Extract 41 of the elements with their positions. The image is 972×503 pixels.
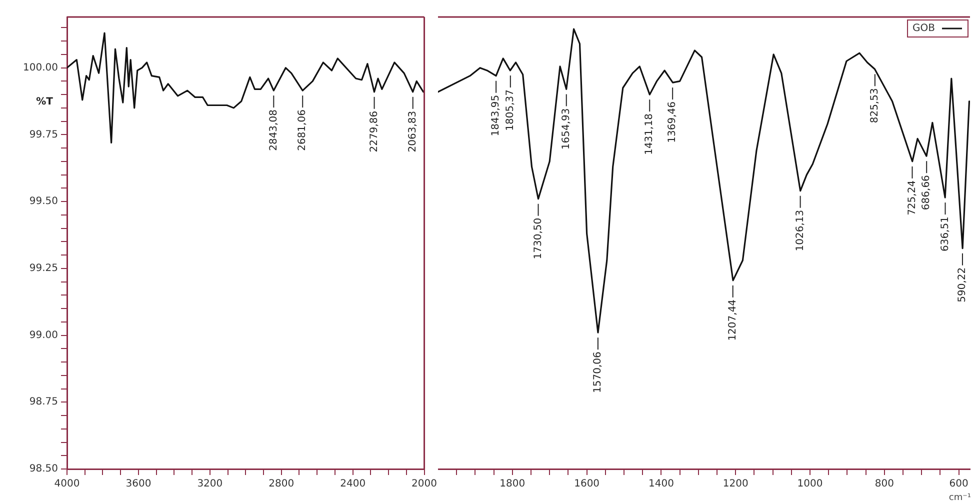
- x-tick-label: 3600: [126, 478, 152, 490]
- annotation: 1369,46: [667, 102, 678, 143]
- annotation: 1805,37: [505, 89, 516, 131]
- y-axis-title: %T: [36, 96, 54, 108]
- annotation: 1730,50: [532, 218, 544, 260]
- annotation: 1207,44: [727, 299, 738, 341]
- y-tick-label: 99.00: [29, 330, 58, 341]
- x-tick-label: 1200: [722, 478, 748, 490]
- annotation: 2843,08: [268, 110, 280, 151]
- legend-label: GOB: [912, 23, 936, 34]
- annotation: 2063,83: [407, 110, 418, 152]
- x-tick-label: 2000: [412, 478, 437, 490]
- annotation: 825,53: [870, 88, 881, 124]
- annotation: 1654,93: [560, 108, 572, 150]
- annotation: 2279,86: [368, 110, 380, 152]
- x-tick-label: 600: [949, 478, 968, 490]
- y-tick-label: 99.75: [29, 129, 58, 140]
- y-tick-label: 98.75: [29, 396, 58, 408]
- annotation: 2681,06: [297, 110, 308, 151]
- x-tick-label: 1400: [648, 478, 674, 490]
- x-tick-label: 800: [874, 478, 894, 490]
- annotation: 1570,06: [592, 352, 604, 393]
- x-tick-label: 4000: [54, 478, 80, 490]
- y-tick-label: 99.50: [29, 196, 58, 208]
- annotation: 1026,13: [794, 210, 806, 252]
- x-tick-label: 2800: [268, 478, 294, 490]
- annotation: 725,24: [906, 180, 918, 216]
- annotation: 686,66: [921, 175, 932, 210]
- y-tick-label: 99.25: [29, 263, 58, 274]
- y-tick-label: 100.00: [23, 62, 58, 74]
- annotation: 590,22: [957, 267, 968, 302]
- annotation: 1431,18: [644, 114, 656, 155]
- x-tick-label: 1000: [797, 478, 823, 490]
- x-tick-label: 1600: [574, 478, 600, 490]
- x-axis-title: cm⁻¹: [948, 493, 972, 503]
- x-tick-label: 1800: [500, 478, 526, 490]
- annotation: 636,51: [940, 216, 951, 252]
- annotation: 1843,95: [490, 94, 502, 136]
- x-tick-label: 3200: [197, 478, 223, 490]
- y-tick-label: 98.50: [29, 464, 58, 475]
- x-tick-label: 2400: [340, 478, 366, 490]
